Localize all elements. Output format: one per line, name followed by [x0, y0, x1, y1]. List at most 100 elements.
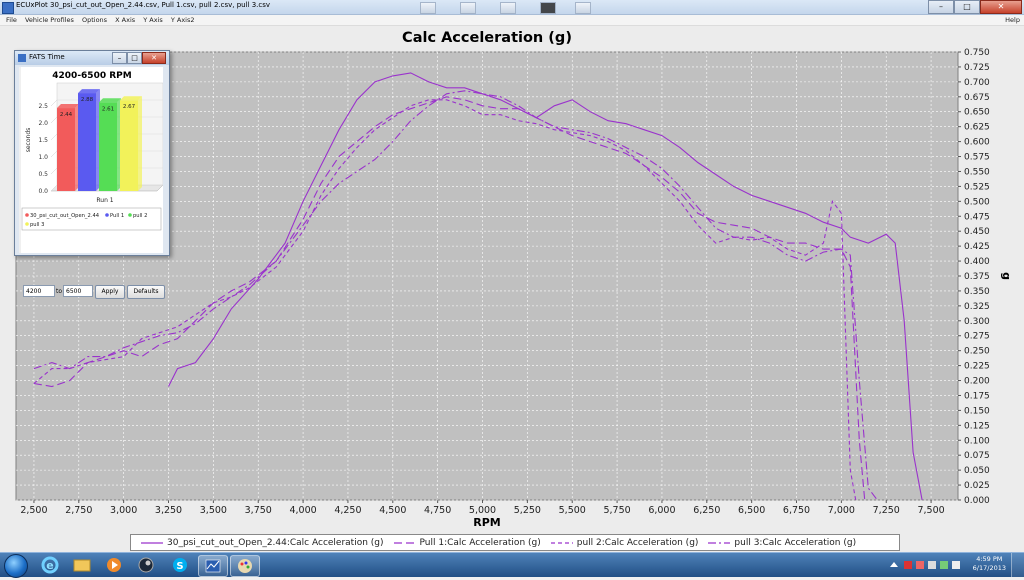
x-tick-label: 3,500 — [200, 505, 227, 516]
to-label: to — [56, 288, 63, 295]
fats-controls: to Apply Defaults — [19, 285, 169, 299]
fats-legend-label: Pull 1 — [110, 213, 124, 219]
menu-file[interactable]: File — [6, 16, 17, 24]
chart-title: Calc Acceleration (g) — [402, 30, 572, 46]
y-tick-label: 0.150 — [964, 406, 990, 416]
app-icon — [2, 2, 14, 14]
internet-explorer-icon[interactable]: e — [36, 555, 64, 575]
legend-label: pull 3:Calc Acceleration (g) — [734, 537, 857, 548]
start-button[interactable] — [4, 554, 28, 578]
fats-maximize-button[interactable]: □ — [127, 52, 142, 64]
menu-y-axis[interactable]: Y Axis — [143, 16, 163, 24]
menu-options[interactable]: Options — [81, 16, 108, 24]
fats-close-button[interactable]: ✕ — [142, 52, 166, 64]
tray-app-icon[interactable] — [916, 561, 924, 569]
y-tick-label: 0.675 — [964, 93, 990, 103]
x-tick-label: 6,500 — [738, 505, 765, 516]
x-tick-label: 4,000 — [289, 505, 316, 516]
legend-label: pull 2:Calc Acceleration (g) — [576, 537, 699, 548]
y-tick-label: 0.325 — [964, 302, 990, 312]
volume-icon[interactable] — [952, 561, 960, 569]
fats-y-tick-label: 1.0 — [38, 154, 48, 161]
rpm-from-input[interactable] — [23, 285, 55, 297]
window-title: ECUxPlot 30_psi_cut_out_Open_2.44.csv, P… — [16, 1, 271, 9]
legend-item: pull 2:Calc Acceleration (g) — [550, 537, 699, 548]
y-tick-label: 0.100 — [964, 436, 990, 446]
ecuxplot-taskbar-icon[interactable] — [198, 555, 228, 577]
network-icon[interactable] — [940, 561, 948, 569]
menu-x-axis[interactable]: X Axis — [115, 16, 136, 24]
legend-label: Pull 1:Calc Acceleration (g) — [419, 537, 541, 548]
fats-y-axis-label: seconds — [25, 128, 32, 153]
fats-minimize-button[interactable]: – — [112, 52, 127, 64]
fats-bar — [99, 102, 117, 191]
x-tick-label: 7,500 — [917, 505, 944, 516]
defaults-button[interactable]: Defaults — [127, 285, 165, 299]
menu-help[interactable]: Help — [1005, 16, 1020, 24]
fats-bar-label: 2.67 — [123, 104, 136, 110]
x-tick-label: 5,000 — [469, 505, 496, 516]
y-tick-label: 0.250 — [964, 347, 990, 357]
y-tick-label: 0.050 — [964, 466, 990, 476]
fats-grid — [50, 184, 58, 192]
close-button[interactable]: ✕ — [980, 0, 1022, 14]
apply-button[interactable]: Apply — [95, 285, 125, 299]
x-tick-label: 2,500 — [20, 505, 47, 516]
rpm-to-input[interactable] — [63, 285, 93, 297]
svg-text:e: e — [46, 559, 53, 572]
tray-arrow-icon[interactable] — [890, 562, 898, 567]
fats-app-icon — [18, 54, 26, 62]
media-player-icon[interactable] — [100, 555, 128, 575]
y-tick-label: 0.300 — [964, 317, 990, 327]
fats-dialog: FATS Time – □ ✕ 4200-6500 RPM 0.0 0.5 1.0 1.… — [14, 50, 170, 299]
y-tick-label: 0.350 — [964, 287, 990, 297]
skype-icon[interactable]: S — [166, 555, 194, 575]
doc-icon — [500, 2, 516, 14]
menu-y-axis2[interactable]: Y Axis2 — [170, 16, 195, 24]
window-titlebar: ECUxPlot 30_psi_cut_out_Open_2.44.csv, P… — [0, 0, 1024, 15]
y-tick-label: 0.575 — [964, 153, 990, 163]
y-tick-label: 0.725 — [964, 63, 990, 73]
fats-legend — [21, 207, 162, 231]
x-tick-label: 4,750 — [424, 505, 451, 516]
minimize-button[interactable]: – — [928, 0, 954, 14]
fats-legend-swatch — [25, 222, 29, 226]
y-tick-label: 0.550 — [964, 167, 990, 177]
y-tick-label: 0.600 — [964, 138, 990, 148]
clock-date: 6/17/2013 — [972, 564, 1006, 572]
steam-icon[interactable] — [132, 555, 160, 575]
fats-bar-side — [138, 96, 142, 191]
flag-icon[interactable] — [928, 561, 936, 569]
series-line — [33, 90, 878, 501]
x-tick-label: 4,500 — [379, 505, 406, 516]
menu-vehicle-profiles[interactable]: Vehicle Profiles — [24, 16, 74, 24]
fats-legend-label: pull 3 — [30, 222, 44, 228]
acceleration-chart[interactable]: 2,500 2,750 3,000 3,250 3,500 3,750 4,000 4,250… — [0, 26, 1024, 552]
fats-bar-chart: 4200-6500 RPM 0.0 0.5 1.0 1.5 2.0 2.5 2.44 2.88 2… — [21, 71, 163, 231]
clock-time: 4:59 PM — [976, 555, 1003, 563]
fats-y-tick-label: 0.5 — [38, 171, 48, 178]
doc-icon — [575, 2, 591, 14]
show-desktop-button[interactable] — [1011, 553, 1024, 577]
svg-text:S: S — [176, 561, 183, 572]
fats-grid — [50, 133, 58, 141]
paint-icon[interactable] — [230, 555, 260, 577]
chart-legend: 30_psi_cut_out_Open_2.44:Calc Accelerati… — [130, 534, 900, 551]
fats-bar-top — [78, 89, 100, 94]
y-tick-label: 0.000 — [964, 496, 990, 506]
clock[interactable]: 4:59 PM 6/17/2013 — [973, 555, 1006, 573]
taskbar: e S 4:59 PM 6/17/2013 — [0, 552, 1024, 578]
tray-app-icon[interactable] — [904, 561, 912, 569]
y-tick-label: 0.650 — [964, 108, 990, 118]
y-tick-label: 0.700 — [964, 78, 990, 88]
folder-icon[interactable] — [68, 555, 96, 575]
legend-item: 30_psi_cut_out_Open_2.44:Calc Accelerati… — [141, 538, 384, 548]
system-tray: 4:59 PM 6/17/2013 — [884, 553, 1024, 577]
y-tick-label: 0.525 — [964, 182, 990, 192]
doc-icon — [460, 2, 476, 14]
maximize-button[interactable]: □ — [954, 0, 980, 14]
y-tick-label: 0.475 — [964, 212, 990, 222]
fats-title: FATS Time — [29, 53, 65, 61]
y-tick-label: 0.075 — [964, 451, 990, 461]
x-tick-label: 3,000 — [110, 505, 137, 516]
